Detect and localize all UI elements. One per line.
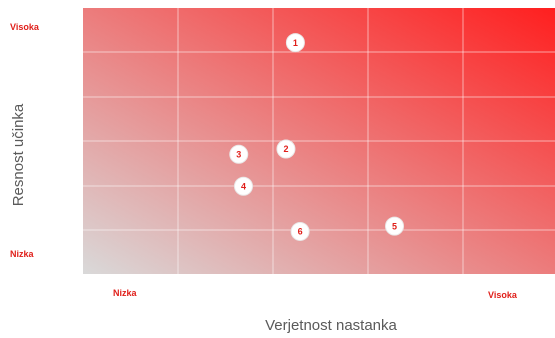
data-point-marker xyxy=(290,221,310,241)
data-point-label: 3 xyxy=(236,150,241,160)
x-tick-label-high: Visoka xyxy=(488,290,518,300)
data-point-label: 5 xyxy=(392,221,397,231)
data-points: 1 2 3 4 5 6 xyxy=(229,33,405,241)
data-point-label: 2 xyxy=(283,144,288,154)
x-axis-title: Verjetnost nastanka xyxy=(265,317,397,334)
y-axis-title: Resnost učinka xyxy=(10,103,27,206)
data-point-marker xyxy=(276,139,296,159)
data-point-marker xyxy=(385,216,405,236)
data-point-label: 1 xyxy=(293,38,298,48)
data-point-5: 5 xyxy=(385,216,405,236)
data-point-6: 6 xyxy=(290,221,310,241)
data-point-3: 3 xyxy=(229,144,249,164)
data-point-marker xyxy=(233,176,253,196)
data-point-4: 4 xyxy=(233,176,253,196)
data-point-marker xyxy=(229,144,249,164)
y-tick-label-low: Nizka xyxy=(10,249,35,259)
data-point-label: 4 xyxy=(241,181,246,191)
data-point-label: 6 xyxy=(298,227,303,237)
data-point-marker xyxy=(285,33,305,53)
data-point-2: 2 xyxy=(276,139,296,159)
x-tick-label-low: Nizka xyxy=(113,288,138,298)
data-point-1: 1 xyxy=(285,33,305,53)
grid-lines xyxy=(83,8,555,274)
y-tick-label-high: Visoka xyxy=(10,22,40,32)
